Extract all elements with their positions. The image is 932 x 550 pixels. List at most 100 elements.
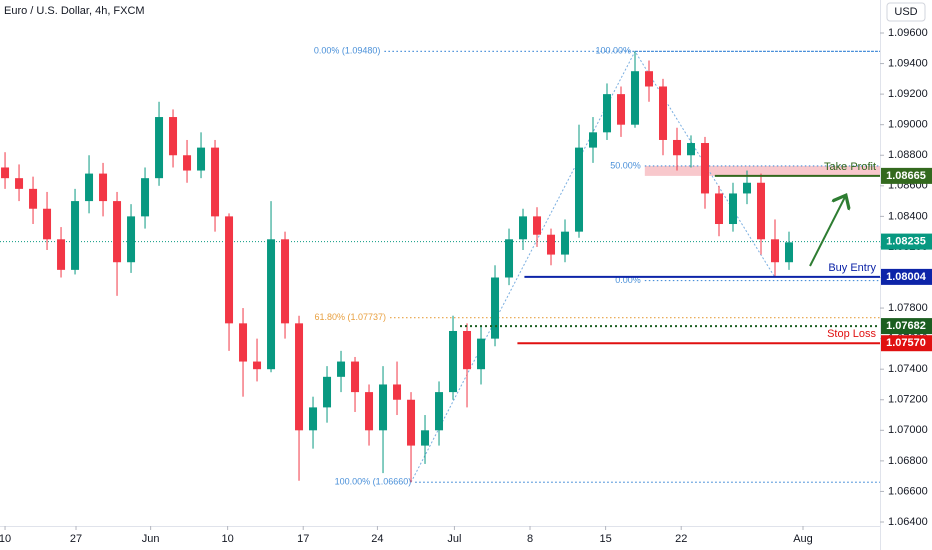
- candle-body: [43, 208, 52, 240]
- fib-swing: [410, 50, 776, 483]
- candle-body: [435, 392, 444, 431]
- candle-body: [477, 338, 486, 370]
- candle-body: [155, 117, 164, 179]
- x-tick-label: Jun: [142, 533, 160, 545]
- candle-body: [351, 361, 360, 393]
- level-tag: [881, 318, 932, 335]
- axis-labels: 1.06400 1.06600 1.06800 1.07000 1.07200 1.074…: [0, 27, 932, 545]
- y-tick-label: 1.07000: [888, 424, 928, 436]
- candle-body: [169, 117, 178, 156]
- candle-body: [323, 376, 332, 408]
- candle-body: [99, 173, 108, 202]
- fib-label: 100.00% (1.06660): [335, 477, 412, 487]
- candle-body: [547, 234, 556, 255]
- candle-body: [15, 178, 24, 189]
- candle-body: [225, 216, 234, 324]
- x-tick-label: 15: [599, 533, 611, 545]
- candle-body: [141, 178, 150, 217]
- level-name: Stop Loss: [827, 328, 876, 340]
- y-tick-label: 1.08400: [888, 210, 928, 222]
- candle-body: [463, 330, 472, 370]
- candle-body: [617, 94, 626, 125]
- target-zone: [644, 165, 880, 176]
- candle-body: [603, 94, 612, 133]
- candle-body: [519, 216, 528, 240]
- y-tick-label: 1.09600: [888, 27, 928, 39]
- candle-body: [757, 182, 766, 240]
- y-tick-label: 1.07200: [888, 394, 928, 406]
- candle-body: [589, 132, 598, 148]
- candle-body: [267, 239, 276, 370]
- y-tick-label: 1.07400: [888, 363, 928, 375]
- candle-body: [659, 86, 668, 140]
- level-tag: [881, 335, 932, 352]
- candle-body: [673, 139, 682, 156]
- candle-body: [533, 216, 542, 235]
- x-tick-label: Aug: [793, 533, 813, 545]
- level-name: Take Profit: [824, 161, 876, 173]
- candle-body: [491, 277, 500, 339]
- plot-area: 0.00% (1.09480) 61.80% (1.07737) 100.00% (…: [0, 46, 880, 487]
- x-tick-label: 17: [297, 533, 309, 545]
- candle-body: [575, 147, 584, 232]
- candle-body: [295, 323, 304, 431]
- candle-body: [85, 173, 94, 202]
- x-tick-label: 10: [222, 533, 234, 545]
- level-tag-label: 1.08665: [886, 170, 926, 182]
- candle-body: [309, 407, 318, 431]
- candle-body: [645, 71, 654, 87]
- level-name: Buy Entry: [828, 262, 876, 274]
- candle-body: [1, 167, 10, 179]
- candle-body: [113, 201, 122, 263]
- candle-body: [743, 182, 752, 194]
- fib-label: 100.00%: [595, 46, 631, 56]
- candle-body: [687, 143, 696, 156]
- x-tick-label: 27: [70, 533, 82, 545]
- candle-body: [211, 147, 220, 217]
- level-tag: [881, 268, 932, 285]
- candle-body: [561, 231, 570, 255]
- candle-body: [127, 216, 136, 263]
- candle-body: [365, 392, 374, 431]
- candle-body: [29, 188, 38, 209]
- y-tick-label: 1.06400: [888, 516, 928, 528]
- y-tick-label: 1.08800: [888, 149, 928, 161]
- candle-body: [379, 384, 388, 431]
- candle-body: [785, 242, 794, 263]
- candle-body: [71, 201, 80, 270]
- y-tick-label: 1.06800: [888, 455, 928, 467]
- chart-title: Euro / U.S. Dollar, 4h, FXCM: [4, 5, 145, 17]
- candle-body: [183, 155, 192, 171]
- candle-body: [337, 361, 346, 377]
- candle-body: [407, 399, 416, 446]
- y-tick-label: 1.09200: [888, 88, 928, 100]
- level-tag: [881, 167, 932, 184]
- x-tick-label: 8: [527, 533, 533, 545]
- x-tick-label: 10: [0, 533, 11, 545]
- fib-label: 0.00%: [615, 275, 641, 285]
- candle-body: [701, 143, 710, 194]
- x-tick-label: 24: [371, 533, 383, 545]
- x-tick-label: 22: [675, 533, 687, 545]
- candle-body: [197, 147, 206, 171]
- y-tick-label: 1.09000: [888, 119, 928, 131]
- level-tag-label: 1.08004: [886, 271, 927, 283]
- price-tag-label: 1.08235: [886, 235, 926, 247]
- y-tick-label: 1.06600: [888, 485, 928, 497]
- currency-box[interactable]: [886, 2, 926, 22]
- candle-body: [57, 239, 66, 270]
- x-tick-label: Jul: [447, 533, 461, 545]
- candle-body: [421, 430, 430, 446]
- fib-label: 50.00%: [610, 160, 641, 170]
- candle-body: [253, 361, 262, 370]
- candle-body: [393, 384, 402, 400]
- candle-body: [729, 193, 738, 225]
- level-tag-label: 1.07570: [886, 337, 926, 349]
- candle-body: [239, 323, 248, 362]
- fib-label: 0.00% (1.09480): [314, 46, 381, 56]
- candle-body: [631, 71, 640, 125]
- y-tick-label: 1.09400: [888, 57, 928, 69]
- level-tag-label: 1.07682: [886, 320, 926, 332]
